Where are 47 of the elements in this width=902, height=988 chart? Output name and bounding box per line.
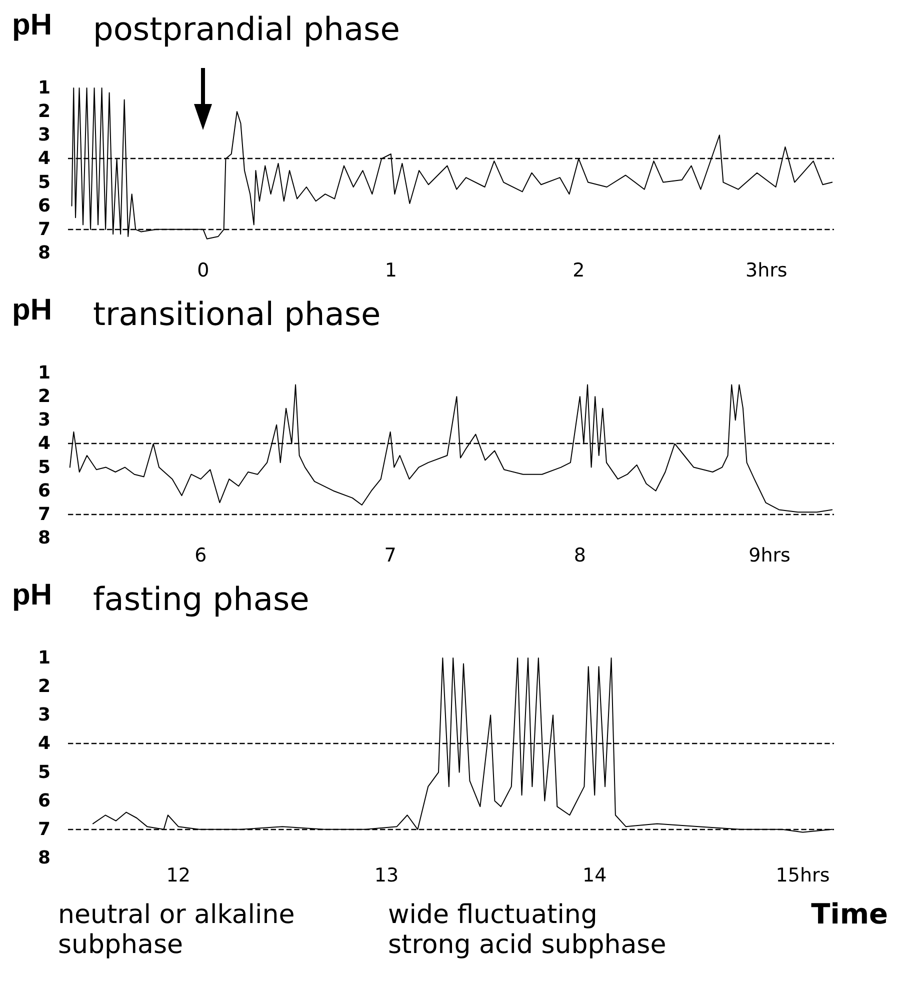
y-tick-label: 2 [38, 386, 51, 408]
chart-title: fasting phase [93, 580, 310, 618]
y-tick-label: 1 [38, 78, 51, 98]
y-tick-label: 7 [38, 504, 51, 525]
y-tick-label: 4 [38, 148, 51, 170]
x-tick-label: 9hrs [748, 544, 790, 566]
y-tick-label: 5 [38, 762, 51, 783]
chart-title: transitional phase [93, 295, 381, 333]
y-tick-label: 7 [38, 818, 51, 840]
y-tick-label: 2 [38, 676, 51, 698]
x-tick-label: 8 [574, 544, 586, 566]
y-tick-label: 8 [38, 242, 51, 264]
x-tick-label: 2 [572, 260, 585, 282]
x-tick-label: 0 [197, 260, 210, 282]
y-tick-label: 3 [38, 124, 51, 146]
x-tick-label: 12 [166, 864, 190, 886]
y-tick-label: 1 [38, 648, 51, 668]
x-tick-label: 3hrs [745, 260, 788, 282]
y-tick-label: 3 [38, 410, 51, 431]
y-tick-label: 4 [38, 433, 51, 454]
y-tick-label: 6 [38, 790, 51, 812]
y-tick-label: 5 [38, 456, 51, 478]
y-tick-label: 7 [38, 218, 51, 240]
chart-title: postprandial phase [93, 10, 400, 48]
y-tick-label: 3 [38, 704, 51, 726]
x-tick-label: 15hrs [776, 864, 830, 886]
y-tick-label: 5 [38, 172, 51, 193]
x-tick-label: 7 [384, 544, 396, 566]
text: wide fluctuating strong acid subphase [388, 900, 666, 960]
x-tick-label: 13 [374, 864, 399, 886]
y-tick-label: 8 [38, 848, 51, 868]
y-tick-label: 2 [38, 101, 51, 122]
y-tick-label: 1 [38, 362, 51, 384]
y-tick-label: 6 [38, 195, 51, 216]
text: neutral or alkaline subphase [58, 900, 303, 960]
y-axis-title: pH [12, 8, 52, 42]
x-tick-label: 1 [384, 260, 397, 282]
y-tick-label: 6 [38, 480, 51, 502]
y-tick-label: 8 [38, 528, 51, 548]
line-series [69, 384, 833, 513]
y-axis-title: pH [12, 578, 52, 612]
y-axis-title: pH [12, 294, 52, 326]
x-axis-title: Time [811, 898, 888, 930]
x-tick-label: 6 [194, 544, 207, 566]
x-tick-label: 14 [582, 864, 607, 886]
y-tick-label: 4 [38, 733, 51, 754]
line-series [71, 88, 833, 240]
